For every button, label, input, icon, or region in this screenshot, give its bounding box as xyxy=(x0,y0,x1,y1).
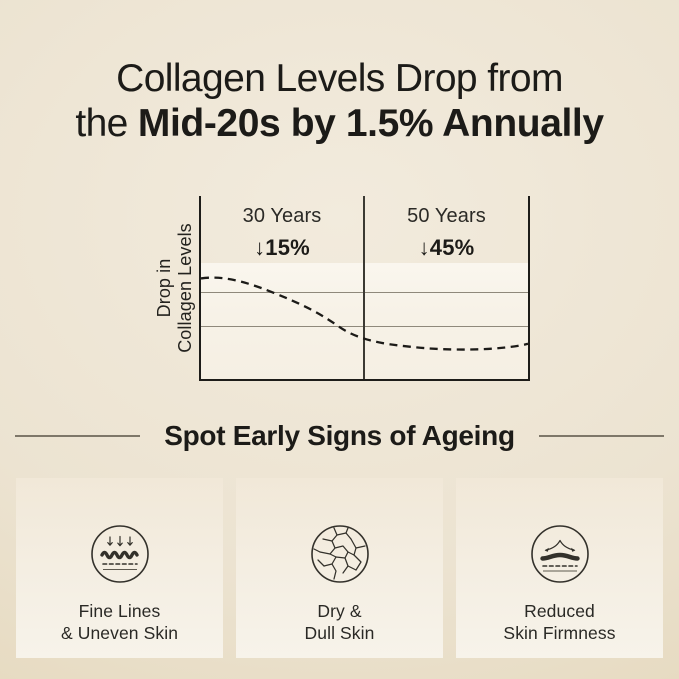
signs-heading-row: Spot Early Signs of Ageing xyxy=(0,420,679,452)
card-label-line2: Skin Firmness xyxy=(503,622,616,643)
card-dry-dull-skin: Dry & Dull Skin xyxy=(236,478,443,658)
plot-band xyxy=(201,263,528,379)
card-label-line2: & Uneven Skin xyxy=(60,622,179,643)
dry-dull-skin-icon xyxy=(310,525,369,583)
segment-label-30-years: 30 Years ↓15% xyxy=(201,205,363,261)
title-line1: Collagen Levels Drop from xyxy=(116,57,563,100)
title-line2: the Mid-20s by 1.5% Annually xyxy=(0,101,679,146)
signs-cards-row: Fine Lines & Uneven Skin xyxy=(16,478,663,658)
page-title: Collagen Levels Drop from the Mid-20s by … xyxy=(0,56,679,146)
signs-heading: Spot Early Signs of Ageing xyxy=(164,420,515,451)
heading-rule-left xyxy=(15,435,141,437)
y-axis-label: Drop in Collagen Levels xyxy=(154,218,196,358)
card-label-line1: Reduced xyxy=(524,601,595,621)
drop-percent-label: ↓15% xyxy=(254,235,310,260)
heading-rule-right xyxy=(538,435,664,437)
segment-divider-line xyxy=(363,196,365,379)
card-label-line2: Dull Skin xyxy=(304,622,375,643)
title-line2-bold: Mid-20s by 1.5% Annually xyxy=(137,102,604,145)
card-label-line1: Fine Lines xyxy=(78,601,161,621)
card-label: Fine Lines & Uneven Skin xyxy=(61,601,178,644)
fine-lines-icon xyxy=(90,525,149,583)
gridline-lower xyxy=(201,326,528,328)
card-label: Reduced Skin Firmness xyxy=(503,601,615,644)
y-axis-label-line2: Collagen Levels xyxy=(175,223,195,353)
card-label-line1: Dry & xyxy=(317,601,362,621)
card-label: Dry & Dull Skin xyxy=(305,601,375,644)
drop-percent-label: ↓45% xyxy=(418,235,475,260)
age-label: 50 Years xyxy=(407,205,486,227)
gridline-upper xyxy=(201,292,528,294)
card-reduced-firmness: Reduced Skin Firmness xyxy=(456,478,663,658)
age-label: 30 Years xyxy=(242,205,322,227)
segment-label-50-years: 50 Years ↓45% xyxy=(365,205,528,261)
collagen-decline-curve xyxy=(200,276,529,351)
card-fine-lines: Fine Lines & Uneven Skin xyxy=(16,478,223,658)
reduced-firmness-icon xyxy=(530,525,589,583)
title-line2-regular: the xyxy=(75,102,128,145)
collagen-chart-plot-area: 30 Years ↓15% 50 Years ↓45% xyxy=(199,196,530,381)
y-axis-label-line1: Drop in xyxy=(154,258,174,318)
